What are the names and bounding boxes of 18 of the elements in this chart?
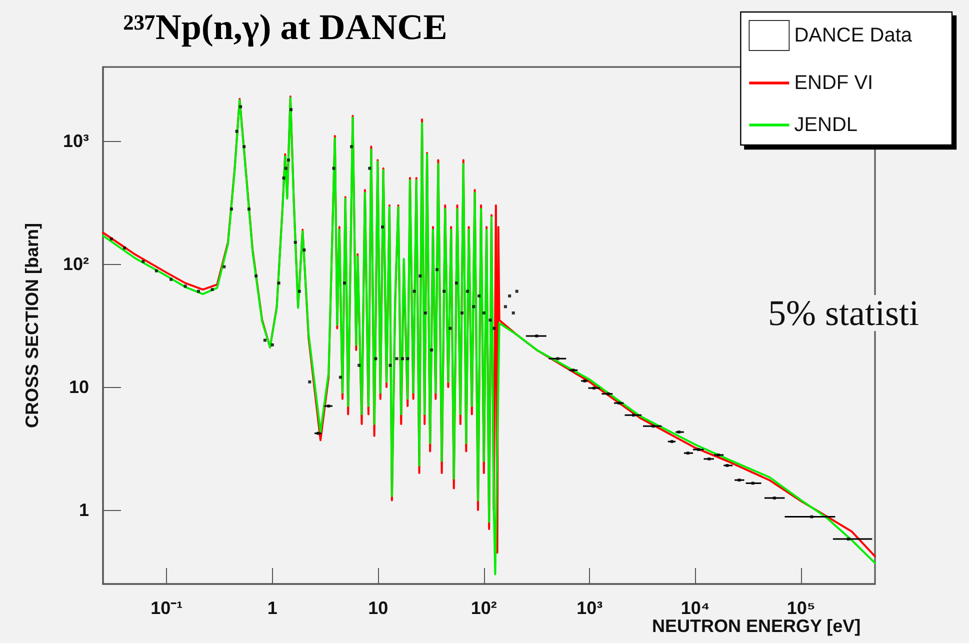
y-tick-label: 10² xyxy=(62,254,90,274)
x-tick-label: 10⁴ xyxy=(680,598,710,618)
y-tick-label: 1 xyxy=(78,500,89,520)
x-tick-label: 10 xyxy=(368,598,388,618)
x-tick-label: 10⁻¹ xyxy=(150,598,183,618)
chart-title: ²³⁷Np(n,γ) at DANCE xyxy=(123,7,448,47)
x-tick-label: 10² xyxy=(470,598,497,618)
legend-label: ENDF VI xyxy=(794,72,874,94)
y-tick-label: 10 xyxy=(68,376,89,397)
legend-label: JENDL xyxy=(794,114,858,136)
annotation: 5% statisti xyxy=(768,293,919,333)
legend-label: DANCE Data xyxy=(794,24,913,46)
y-axis-title: CROSS SECTION [barn] xyxy=(22,222,42,428)
y-tick-label: 10³ xyxy=(62,131,90,152)
x-tick-label: 10³ xyxy=(576,598,603,618)
x-axis-title: NEUTRON ENERGY [eV] xyxy=(652,616,861,636)
x-tick-label: 10⁵ xyxy=(786,598,816,618)
x-tick-label: 1 xyxy=(267,598,278,618)
